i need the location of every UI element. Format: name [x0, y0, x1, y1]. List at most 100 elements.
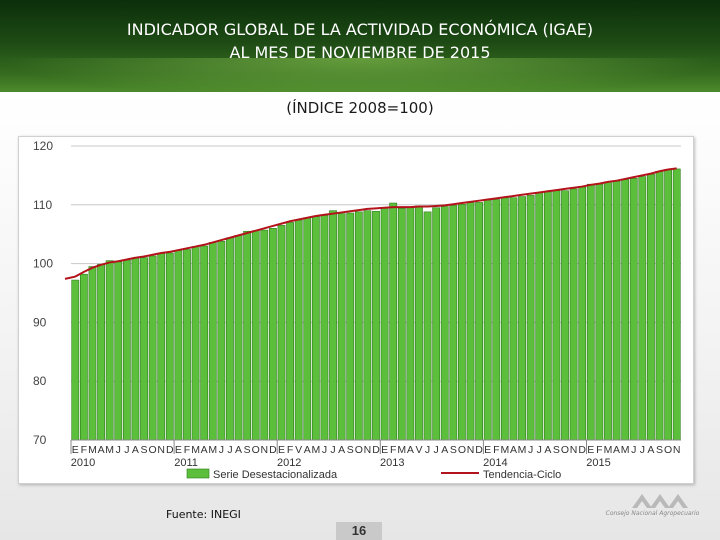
bar	[157, 253, 166, 441]
cna-logo-icon	[632, 494, 688, 508]
x-tick-label: M	[311, 444, 320, 456]
x-tick-label: E	[278, 444, 285, 456]
bar	[561, 190, 569, 441]
bar	[432, 207, 441, 441]
bar	[638, 176, 647, 441]
bar	[483, 199, 492, 441]
trend-line	[64, 167, 677, 280]
x-tick-label: O	[458, 444, 466, 456]
bar	[629, 178, 638, 441]
bar	[475, 202, 483, 441]
x-tick-label: A	[235, 444, 242, 456]
bar	[277, 225, 286, 441]
bar	[543, 191, 552, 441]
x-tick-label: A	[613, 444, 620, 456]
x-tick-label: A	[304, 444, 311, 456]
bar	[354, 211, 363, 441]
x-tick-label: V	[295, 444, 302, 456]
bar	[578, 186, 587, 441]
x-tick-label: N	[157, 444, 165, 456]
year-label: 2015	[586, 457, 610, 469]
bar	[526, 195, 535, 441]
x-tick-label: A	[544, 444, 551, 456]
x-tick-label: A	[510, 444, 517, 456]
x-tick-label: D	[372, 444, 380, 456]
bar	[595, 183, 604, 441]
x-tick-label: J	[330, 444, 335, 456]
x-tick-label: F	[493, 444, 499, 456]
x-tick-label: D	[269, 444, 277, 456]
x-tick-label: M	[191, 444, 200, 456]
bar	[672, 168, 681, 441]
bar	[226, 237, 234, 441]
bar	[200, 245, 209, 441]
x-tick-label: J	[434, 444, 439, 456]
bar	[458, 203, 466, 441]
x-tick-label: E	[175, 444, 182, 456]
header-banner: INDICADOR GLOBAL DE LA ACTIVIDAD ECONÓMI…	[0, 0, 720, 98]
bar	[372, 210, 380, 441]
legend-bar-label: Serie Desestacionalizada	[213, 469, 338, 481]
x-tick-label: E	[381, 444, 388, 456]
bar	[380, 207, 389, 441]
bar	[586, 183, 595, 441]
bar	[397, 208, 406, 441]
bar	[97, 263, 105, 441]
bar	[311, 216, 320, 441]
bar	[363, 210, 372, 441]
bar	[71, 279, 80, 441]
bar	[415, 205, 423, 441]
logo-caption: Consejo Nacional Agropecuario	[605, 510, 700, 517]
x-tick-label: J	[124, 444, 129, 456]
x-tick-label: E	[484, 444, 491, 456]
bar	[346, 212, 355, 441]
x-tick-label: N	[570, 444, 578, 456]
year-label: 2013	[380, 457, 404, 469]
x-tick-label: M	[88, 444, 97, 456]
legend-bar-swatch	[186, 468, 210, 479]
x-tick-label: J	[322, 444, 327, 456]
bar	[612, 180, 621, 441]
bar	[303, 217, 312, 441]
x-tick-label: F	[287, 444, 293, 456]
bar	[122, 259, 131, 441]
source-note: Fuente: INEGI	[166, 508, 241, 521]
x-tick-label: M	[500, 444, 509, 456]
x-tick-label: D	[578, 444, 586, 456]
bar	[260, 229, 269, 441]
x-tick-label: J	[640, 444, 645, 456]
bar	[79, 273, 88, 441]
x-tick-label: A	[441, 444, 448, 456]
bar	[621, 179, 630, 441]
bar	[449, 205, 458, 441]
bar	[440, 206, 449, 441]
chart-panel: 70 80 90 100 110 120 E F M A M J J A S O N D E F M A M J J A S O N D E…	[18, 136, 694, 484]
x-tick-label: F	[184, 444, 190, 456]
x-tick-label: O	[561, 444, 569, 456]
bar	[466, 202, 475, 441]
x-tick-label: V	[415, 444, 422, 456]
bar	[165, 252, 174, 441]
x-tick-label: D	[475, 444, 483, 456]
bar	[174, 250, 183, 441]
x-tick-label: E	[587, 444, 594, 456]
x-tick-label: J	[227, 444, 232, 456]
year-label: 2014	[483, 457, 507, 469]
bar	[269, 228, 277, 441]
year-label: 2012	[277, 457, 301, 469]
x-tick-label: J	[116, 444, 121, 456]
x-tick-label: N	[673, 444, 681, 456]
y-tick-label: 100	[33, 257, 53, 271]
bar	[509, 197, 518, 441]
bar	[131, 257, 140, 441]
bar	[148, 255, 157, 441]
x-tick-label: F	[81, 444, 87, 456]
bar	[243, 230, 252, 441]
bar	[234, 235, 243, 441]
x-tick-label: A	[338, 444, 345, 456]
y-tick-label: 120	[33, 139, 53, 153]
bar	[208, 242, 217, 441]
bar	[217, 240, 226, 441]
x-tick-label: F	[390, 444, 396, 456]
